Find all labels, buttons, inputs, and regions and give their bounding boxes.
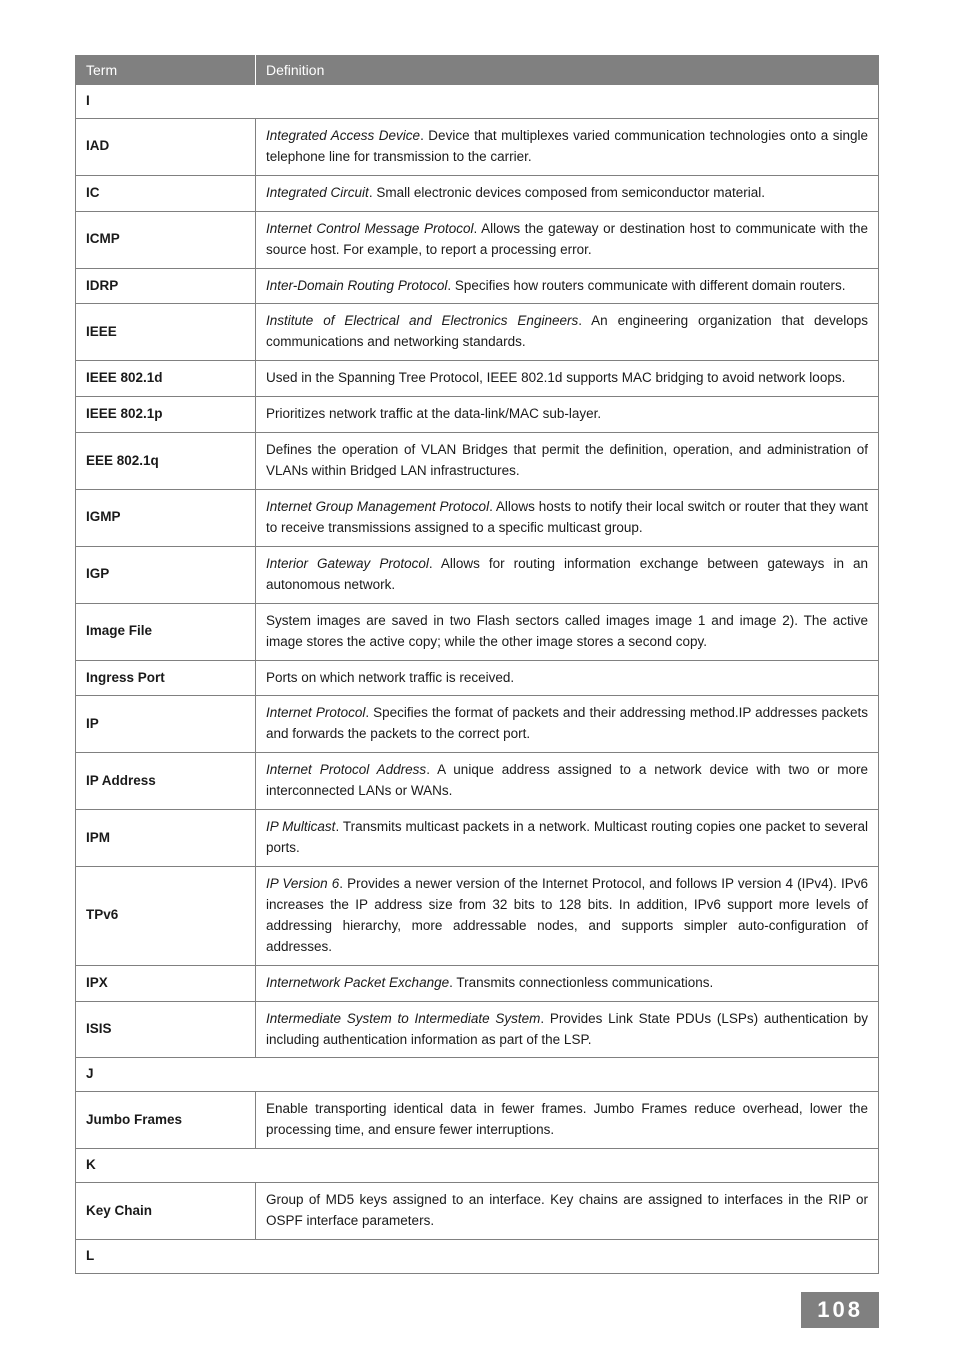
table-row: IEEE 802.1pPrioritizes network traffic a…: [76, 397, 879, 433]
term-cell: Key Chain: [76, 1183, 256, 1240]
term-cell: IEEE: [76, 304, 256, 361]
definition-cell: Internet Protocol Address. A unique addr…: [256, 753, 879, 810]
glossary-table: Term Definition IIADIntegrated Access De…: [75, 55, 879, 1274]
term-cell: EEE 802.1q: [76, 433, 256, 490]
table-row: Jumbo FramesEnable transporting identica…: [76, 1092, 879, 1149]
table-row: IADIntegrated Access Device. Device that…: [76, 118, 879, 175]
term-cell: ISIS: [76, 1001, 256, 1058]
table-row: IPInternet Protocol. Specifies the forma…: [76, 696, 879, 753]
page-number-badge: 108: [801, 1292, 879, 1328]
table-header-row: Term Definition: [76, 56, 879, 85]
definition-cell: IP Version 6. Provides a newer version o…: [256, 866, 879, 965]
term-cell: ICMP: [76, 211, 256, 268]
term-cell: IDRP: [76, 268, 256, 304]
table-row: IDRPInter-Domain Routing Protocol. Speci…: [76, 268, 879, 304]
definition-cell: IP Multicast. Transmits multicast packet…: [256, 810, 879, 867]
term-cell: TPv6: [76, 866, 256, 965]
term-cell: Image File: [76, 603, 256, 660]
table-row: ICMPInternet Control Message Protocol. A…: [76, 211, 879, 268]
definition-cell: Integrated Access Device. Device that mu…: [256, 118, 879, 175]
definition-cell: Used in the Spanning Tree Protocol, IEEE…: [256, 361, 879, 397]
section-label: J: [76, 1058, 879, 1092]
term-cell: Jumbo Frames: [76, 1092, 256, 1149]
definition-cell: Integrated Circuit. Small electronic dev…: [256, 175, 879, 211]
table-row: IGPInterior Gateway Protocol. Allows for…: [76, 546, 879, 603]
definition-cell: Internetwork Packet Exchange. Transmits …: [256, 965, 879, 1001]
table-row: Image FileSystem images are saved in two…: [76, 603, 879, 660]
term-cell: IP: [76, 696, 256, 753]
term-cell: IEEE 802.1p: [76, 397, 256, 433]
table-row: IGMPInternet Group Management Protocol. …: [76, 489, 879, 546]
table-row: J: [76, 1058, 879, 1092]
term-cell: IAD: [76, 118, 256, 175]
definition-cell: Enable transporting identical data in fe…: [256, 1092, 879, 1149]
definition-cell: Interior Gateway Protocol. Allows for ro…: [256, 546, 879, 603]
section-label: I: [76, 85, 879, 119]
table-row: IPMIP Multicast. Transmits multicast pac…: [76, 810, 879, 867]
term-cell: IP Address: [76, 753, 256, 810]
table-row: K: [76, 1149, 879, 1183]
definition-cell: Intermediate System to Intermediate Syst…: [256, 1001, 879, 1058]
table-row: IEEEInstitute of Electrical and Electron…: [76, 304, 879, 361]
table-row: IPXInternetwork Packet Exchange. Transmi…: [76, 965, 879, 1001]
term-cell: IPX: [76, 965, 256, 1001]
definition-cell: Institute of Electrical and Electronics …: [256, 304, 879, 361]
header-term: Term: [76, 56, 256, 85]
definition-cell: Ports on which network traffic is receiv…: [256, 660, 879, 696]
definition-cell: Defines the operation of VLAN Bridges th…: [256, 433, 879, 490]
table-row: ICIntegrated Circuit. Small electronic d…: [76, 175, 879, 211]
definition-cell: Inter-Domain Routing Protocol. Specifies…: [256, 268, 879, 304]
header-definition: Definition: [256, 56, 879, 85]
definition-cell: Group of MD5 keys assigned to an interfa…: [256, 1183, 879, 1240]
definition-cell: Prioritizes network traffic at the data-…: [256, 397, 879, 433]
table-row: Key ChainGroup of MD5 keys assigned to a…: [76, 1183, 879, 1240]
term-cell: Ingress Port: [76, 660, 256, 696]
table-row: EEE 802.1qDefines the operation of VLAN …: [76, 433, 879, 490]
table-row: I: [76, 85, 879, 119]
section-label: L: [76, 1239, 879, 1273]
term-cell: IGMP: [76, 489, 256, 546]
table-row: TPv6IP Version 6. Provides a newer versi…: [76, 866, 879, 965]
term-cell: IPM: [76, 810, 256, 867]
definition-cell: System images are saved in two Flash sec…: [256, 603, 879, 660]
table-row: Ingress PortPorts on which network traff…: [76, 660, 879, 696]
section-label: K: [76, 1149, 879, 1183]
term-cell: IGP: [76, 546, 256, 603]
table-row: IP AddressInternet Protocol Address. A u…: [76, 753, 879, 810]
term-cell: IC: [76, 175, 256, 211]
definition-cell: Internet Protocol. Specifies the format …: [256, 696, 879, 753]
table-row: L: [76, 1239, 879, 1273]
definition-cell: Internet Control Message Protocol. Allow…: [256, 211, 879, 268]
term-cell: IEEE 802.1d: [76, 361, 256, 397]
table-row: ISISIntermediate System to Intermediate …: [76, 1001, 879, 1058]
table-row: IEEE 802.1dUsed in the Spanning Tree Pro…: [76, 361, 879, 397]
definition-cell: Internet Group Management Protocol. Allo…: [256, 489, 879, 546]
